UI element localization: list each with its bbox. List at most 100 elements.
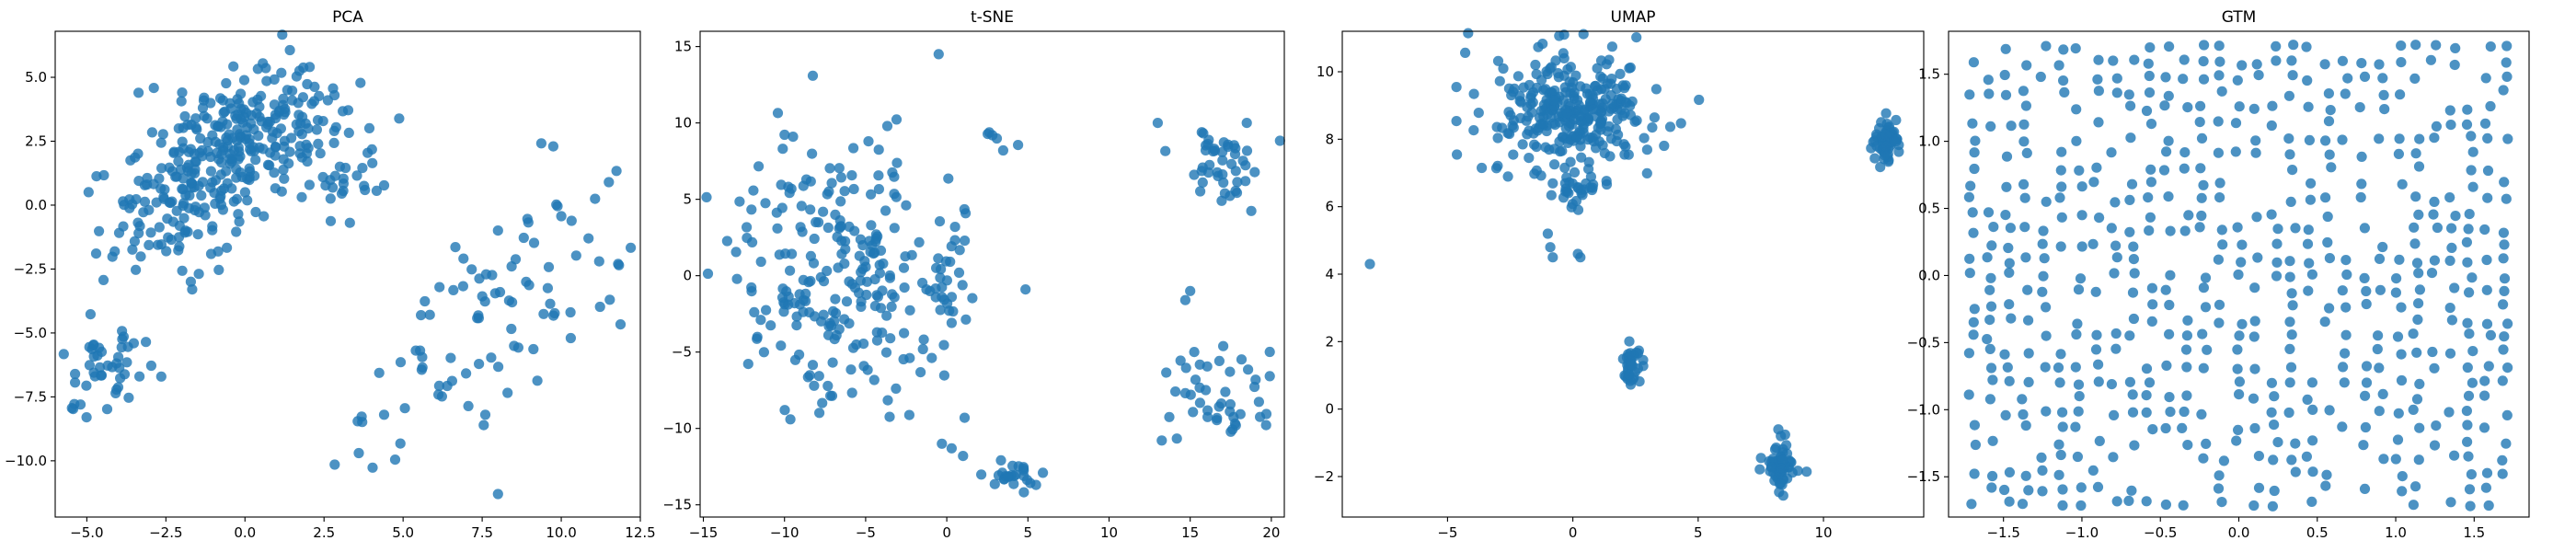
scatter-point [845, 364, 857, 375]
scatter-point [899, 328, 910, 339]
scatter-point [1581, 88, 1593, 99]
scatter-point [937, 438, 948, 449]
scatter-point [742, 359, 753, 370]
scatter-point [2091, 329, 2102, 340]
scatter-point [2004, 299, 2015, 310]
scatter-point [2072, 451, 2083, 463]
scatter-point [1460, 47, 1471, 59]
scatter-point [258, 58, 269, 69]
scatter-point [1194, 397, 1205, 408]
scatter-point [244, 133, 255, 144]
scatter-point [1587, 132, 1598, 144]
scatter-point [583, 233, 594, 244]
scatter-point [205, 248, 217, 259]
scatter-point [1250, 374, 1261, 385]
scatter-point [154, 222, 165, 233]
scatter-point [960, 314, 972, 325]
scatter-point [183, 159, 194, 170]
scatter-point [75, 399, 86, 410]
scatter-point [856, 267, 867, 278]
scatter-point [1593, 122, 1604, 133]
scatter-point [2392, 434, 2404, 445]
scatter-point [226, 156, 237, 167]
scatter-point [2023, 315, 2034, 326]
scatter-point [2377, 73, 2388, 84]
scatter-point [2040, 362, 2051, 373]
scatter-point [2057, 407, 2068, 418]
scatter-point [492, 225, 503, 236]
scatter-point [1202, 411, 1213, 422]
scatter-point [1571, 131, 1582, 143]
scatter-point [2123, 495, 2134, 507]
scatter-point [433, 380, 444, 391]
scatter-point [222, 119, 233, 130]
scatter-point [1986, 240, 1997, 251]
scatter-point [899, 282, 910, 293]
scatter-point [1984, 343, 1995, 354]
scatter-point [2128, 313, 2139, 325]
scatter-point [1775, 478, 1786, 489]
scatter-point [2425, 54, 2436, 65]
scatter-point [2019, 222, 2030, 233]
x-tick-label: 0.5 [2306, 524, 2329, 541]
scatter-point [2236, 257, 2247, 268]
scatter-point [2021, 60, 2032, 71]
scatter-point [2108, 452, 2119, 463]
scatter-point [2020, 470, 2031, 481]
scatter-point [213, 264, 224, 275]
scatter-point [566, 215, 577, 226]
scatter-point [2481, 284, 2492, 295]
scatter-point [1213, 170, 1224, 181]
scatter-point [2377, 241, 2388, 253]
scatter-point [1008, 478, 1019, 489]
scatter-point [146, 127, 157, 138]
scatter-point [142, 179, 153, 190]
scatter-point [2231, 435, 2242, 446]
scatter-point [2288, 40, 2299, 51]
scatter-point [2356, 151, 2367, 162]
scatter-point [2396, 40, 2407, 52]
scatter-point [1220, 386, 1231, 397]
scatter-point [2161, 360, 2172, 371]
scatter-point [2326, 162, 2337, 173]
y-tick-label: −1.5 [1907, 468, 1940, 485]
scatter-point [2180, 344, 2192, 355]
scatter-point [2163, 135, 2174, 146]
scatter-point [300, 118, 311, 129]
scatter-point [1694, 94, 1705, 106]
scatter-point [1624, 336, 1635, 347]
scatter-point [2323, 116, 2335, 127]
scatter-point [2182, 440, 2193, 451]
x-tick-label: 2.5 [313, 524, 335, 541]
scatter-point [1545, 242, 1556, 253]
scatter-point [2006, 313, 2017, 324]
scatter-point [2198, 282, 2209, 293]
scatter-point [1601, 176, 1612, 187]
scatter-point [1232, 177, 1243, 188]
scatter-point [367, 157, 378, 168]
scatter-point [2393, 408, 2404, 419]
scatter-point [269, 99, 280, 110]
scatter-point [189, 148, 200, 159]
scatter-point [787, 248, 798, 259]
scatter-point [1529, 139, 1540, 150]
scatter-point [2374, 133, 2385, 144]
scatter-point [1554, 136, 1565, 147]
scatter-point [1541, 125, 1552, 137]
scatter-point [548, 310, 559, 321]
scatter-point [180, 190, 191, 201]
scatter-point [2000, 210, 2011, 221]
scatter-point [2248, 500, 2260, 512]
scatter-point [2499, 239, 2510, 250]
scatter-point [2478, 422, 2490, 433]
scatter-point [2446, 315, 2457, 326]
scatter-point [1190, 374, 1202, 385]
scatter-point [2498, 253, 2509, 264]
scatter-point [2307, 435, 2318, 446]
scatter-point [2058, 75, 2069, 86]
scatter-point [2249, 316, 2260, 327]
scatter-point [776, 340, 787, 351]
scatter-point [193, 180, 204, 191]
scatter-point [2464, 484, 2476, 495]
scatter-point [869, 301, 881, 312]
